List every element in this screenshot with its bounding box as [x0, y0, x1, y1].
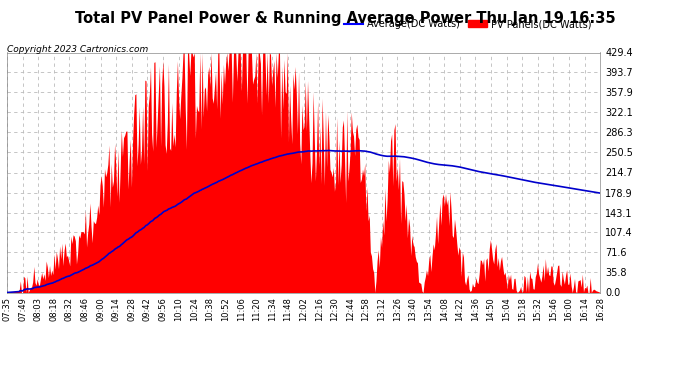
Text: Total PV Panel Power & Running Average Power Thu Jan 19 16:35: Total PV Panel Power & Running Average P…: [75, 11, 615, 26]
Legend: Average(DC Watts), PV Panels(DC Watts): Average(DC Watts), PV Panels(DC Watts): [340, 15, 595, 33]
Text: Copyright 2023 Cartronics.com: Copyright 2023 Cartronics.com: [7, 45, 148, 54]
